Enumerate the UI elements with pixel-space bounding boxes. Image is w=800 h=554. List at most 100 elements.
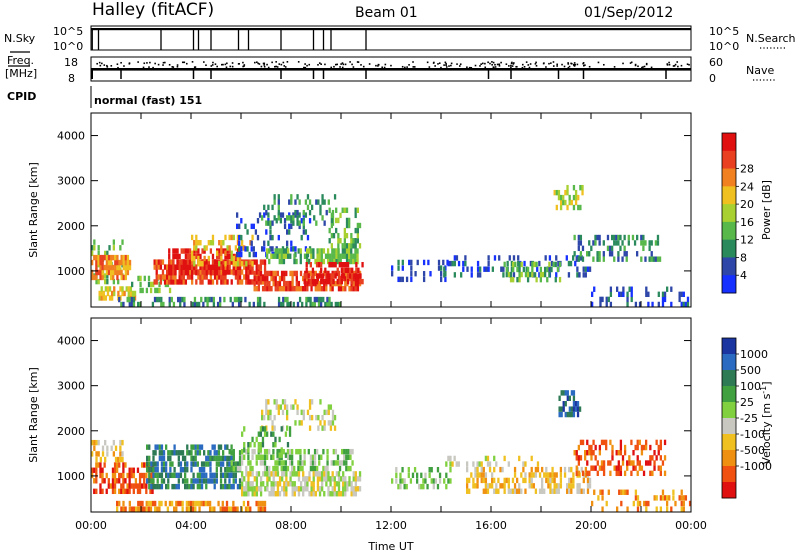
scatter-cell bbox=[539, 266, 543, 273]
scatter-cell bbox=[222, 248, 225, 254]
scatter-cell bbox=[513, 472, 517, 478]
scatter-cell bbox=[338, 278, 341, 285]
scatter-cell bbox=[114, 259, 117, 266]
scatter-cell bbox=[149, 500, 153, 507]
scatter-cell bbox=[198, 444, 202, 450]
scatter-cell bbox=[594, 465, 597, 471]
power-scatter-cells bbox=[91, 184, 690, 308]
nave-dot bbox=[528, 66, 531, 69]
nave-dot bbox=[510, 64, 512, 67]
scatter-cell bbox=[186, 274, 190, 280]
scatter-cell bbox=[257, 285, 261, 292]
scatter-cell bbox=[259, 270, 263, 277]
nave-dot bbox=[360, 64, 362, 66]
scatter-cell bbox=[312, 491, 315, 497]
scatter-cell bbox=[259, 506, 262, 512]
nave-dot bbox=[534, 63, 537, 65]
scatter-cell bbox=[194, 500, 197, 507]
scatter-cell bbox=[272, 270, 275, 277]
scatter-cell bbox=[278, 248, 281, 254]
scatter-cell bbox=[105, 254, 109, 261]
scatter-cell bbox=[167, 450, 170, 456]
scatter-cell bbox=[266, 280, 269, 287]
scatter-cell bbox=[330, 232, 333, 239]
scatter-cell bbox=[356, 253, 359, 259]
scatter-cell bbox=[314, 270, 317, 277]
scatter-cell bbox=[308, 209, 312, 216]
scatter-cell bbox=[339, 253, 342, 259]
scatter-cell bbox=[178, 259, 181, 265]
scatter-cell bbox=[299, 465, 302, 472]
scatter-cell bbox=[245, 274, 248, 280]
scatter-cell bbox=[259, 279, 263, 285]
scatter-cell bbox=[186, 461, 189, 467]
nave-dot bbox=[275, 65, 277, 68]
scatter-cell bbox=[592, 465, 595, 471]
scatter-cell bbox=[581, 470, 585, 477]
scatter-cell bbox=[203, 274, 206, 280]
scatter-cell bbox=[218, 270, 221, 276]
scatter-cell bbox=[302, 220, 305, 226]
scatter-cell bbox=[678, 291, 681, 298]
scatter-cell bbox=[464, 260, 467, 267]
nave-dot bbox=[445, 62, 447, 65]
nave-dot bbox=[643, 65, 646, 68]
scatter-cell bbox=[487, 266, 490, 272]
scatter-cell bbox=[230, 506, 233, 512]
scatter-cell bbox=[263, 500, 267, 507]
scatter-cell bbox=[176, 248, 179, 254]
scatter-cell bbox=[112, 278, 115, 285]
scatter-cell bbox=[265, 404, 268, 410]
scatter-cell bbox=[478, 461, 481, 467]
scatter-cell bbox=[449, 461, 452, 467]
scatter-cell bbox=[554, 261, 557, 268]
scatter-cell bbox=[259, 259, 263, 265]
scatter-cell bbox=[293, 258, 296, 265]
scatter-cell bbox=[247, 269, 250, 275]
scatter-cell bbox=[457, 260, 461, 267]
scatter-cell bbox=[168, 253, 171, 260]
scatter-cell bbox=[302, 486, 305, 492]
scatter-cell bbox=[575, 470, 578, 477]
scatter-cell bbox=[554, 276, 557, 283]
scatter-cell bbox=[590, 450, 593, 456]
scatter-cell bbox=[619, 465, 623, 471]
scatter-cell bbox=[156, 461, 159, 467]
scatter-cell bbox=[351, 267, 354, 274]
scatter-cell bbox=[524, 472, 527, 478]
scatter-cell bbox=[350, 243, 353, 249]
scatter-cell bbox=[240, 279, 244, 285]
scatter-cell bbox=[197, 248, 200, 254]
scatter-cell bbox=[107, 254, 111, 261]
scatter-cell bbox=[295, 275, 298, 282]
scatter-cell bbox=[190, 274, 194, 280]
scatter-cell bbox=[514, 261, 517, 268]
scatter-cell bbox=[465, 483, 469, 489]
scatter-cell bbox=[661, 489, 665, 495]
scatter-cell bbox=[330, 243, 333, 249]
scatter-cell bbox=[590, 465, 593, 471]
scatter-cell bbox=[99, 483, 102, 489]
nave-dot bbox=[584, 64, 586, 66]
scatter-cell bbox=[532, 483, 535, 489]
scatter-cell bbox=[622, 291, 625, 298]
scatter-cell bbox=[291, 486, 294, 492]
scatter-cell bbox=[331, 285, 334, 292]
scatter-cell bbox=[319, 296, 323, 303]
scatter-cell bbox=[476, 483, 479, 489]
scatter-cell bbox=[670, 506, 673, 512]
scatter-cell bbox=[547, 477, 550, 484]
nave-dot bbox=[582, 62, 584, 65]
scatter-cell bbox=[598, 251, 601, 257]
scatter-cell bbox=[304, 285, 307, 292]
scatter-cell bbox=[161, 259, 165, 265]
scatter-cell bbox=[282, 465, 285, 472]
scatter-cell bbox=[576, 266, 579, 272]
scatter-cell bbox=[340, 262, 344, 268]
scatter-cell bbox=[526, 266, 530, 273]
scatter-cell bbox=[638, 465, 641, 471]
scatter-cell bbox=[120, 483, 123, 489]
nave-dot bbox=[336, 63, 338, 66]
scatter-cell bbox=[196, 500, 199, 507]
scatter-cell bbox=[211, 279, 215, 285]
